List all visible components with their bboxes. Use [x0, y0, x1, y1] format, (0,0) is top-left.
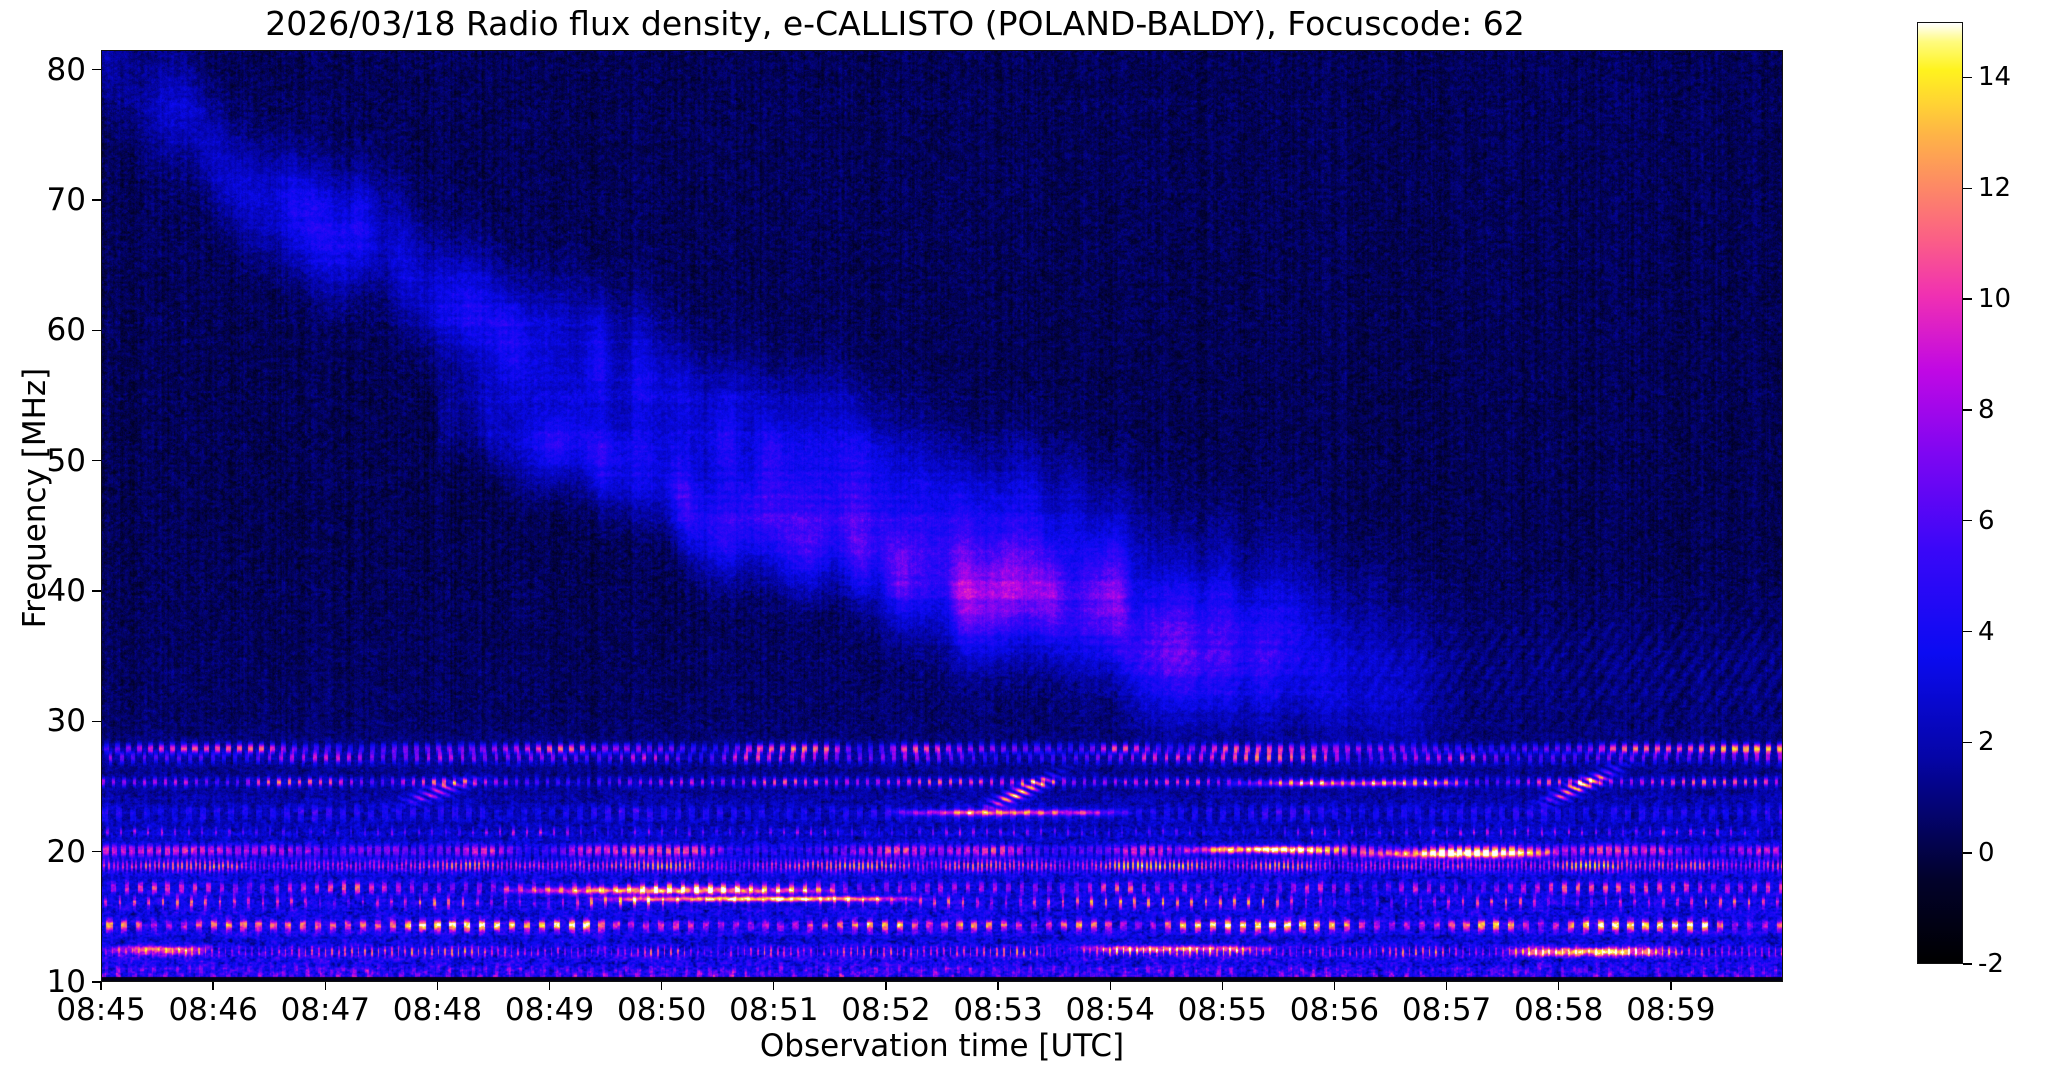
colorbar-tick-1	[1963, 187, 1972, 189]
y-tick-3	[92, 459, 101, 462]
colorbar-tick-0	[1963, 76, 1972, 79]
x-tick-label-1: 08:46	[168, 992, 258, 1028]
x-tick-5	[660, 982, 663, 990]
colorbar-tick-label-7: 0	[1978, 838, 1995, 869]
y-tick-5	[92, 720, 101, 722]
x-tick-label-9: 08:54	[1065, 992, 1155, 1028]
colorbar-tick-2	[1963, 298, 1972, 300]
x-tick-3	[436, 982, 439, 990]
colorbar-tick-7	[1963, 852, 1972, 854]
x-tick-label-11: 08:56	[1289, 992, 1380, 1028]
colorbar-tick-label-2: 10	[1978, 284, 2012, 315]
x-tick-label-12: 08:57	[1401, 992, 1492, 1028]
x-tick-label-5: 08:50	[616, 992, 707, 1028]
x-tick-12	[1445, 982, 1448, 990]
x-tick-2	[324, 982, 326, 990]
x-tick-13	[1558, 982, 1560, 990]
y-axis-title: Frequency [MHz]	[17, 367, 53, 629]
colorbar-tick-5	[1963, 630, 1972, 633]
y-tick-0	[92, 68, 101, 71]
colorbar-tick-label-8: -2	[1978, 949, 2004, 979]
x-tick-9	[1109, 982, 1111, 990]
y-tick-label-7: 10	[46, 964, 86, 1000]
x-tick-10	[1221, 982, 1224, 990]
x-tick-label-0: 08:45	[56, 992, 146, 1028]
x-tick-label-8: 08:53	[953, 992, 1043, 1028]
y-tick-4	[92, 590, 101, 592]
x-tick-label-4: 08:49	[504, 992, 595, 1028]
y-tick-label-3: 50	[46, 442, 86, 479]
x-tick-label-7: 08:52	[841, 992, 931, 1028]
colorbar-tick-8	[1963, 963, 1972, 965]
x-axis-title: Observation time [UTC]	[759, 1028, 1125, 1064]
colorbar	[1917, 22, 1963, 964]
x-tick-label-3: 08:48	[392, 992, 483, 1028]
spectrogram-plot-area[interactable]	[101, 50, 1783, 982]
colorbar-tick-3	[1963, 409, 1972, 411]
y-tick-label-1: 70	[46, 181, 86, 218]
x-tick-label-6: 08:51	[729, 992, 819, 1028]
x-tick-0	[100, 982, 102, 990]
x-tick-6	[773, 982, 775, 990]
x-tick-label-13: 08:58	[1514, 992, 1604, 1028]
x-tick-label-2: 08:47	[280, 992, 370, 1028]
y-tick-7	[92, 981, 101, 983]
x-tick-8	[997, 982, 999, 990]
x-tick-7	[885, 982, 887, 990]
spectrogram-image	[102, 51, 1782, 981]
colorbar-tick-label-1: 12	[1978, 173, 2012, 204]
x-tick-11	[1333, 982, 1336, 990]
y-tick-2	[92, 329, 101, 331]
y-tick-label-6: 20	[46, 833, 86, 870]
colorbar-tick-6	[1963, 741, 1972, 744]
page-title: 2026/03/18 Radio flux density, e-CALLIST…	[265, 4, 1525, 43]
colorbar-tick-label-3: 8	[1978, 394, 1995, 425]
y-tick-label-5: 30	[46, 703, 86, 740]
colorbar-tick-label-0: 14	[1978, 62, 2012, 93]
x-tick-14	[1670, 982, 1672, 990]
colorbar-tick-label-6: 2	[1978, 727, 1995, 758]
y-tick-1	[92, 199, 101, 201]
x-tick-label-10: 08:55	[1177, 992, 1267, 1028]
colorbar-tick-4	[1963, 520, 1972, 522]
y-tick-6	[92, 850, 101, 853]
y-tick-label-0: 80	[46, 51, 86, 88]
x-tick-label-14: 08:59	[1626, 992, 1716, 1028]
colorbar-tick-label-5: 4	[1978, 616, 1995, 647]
x-tick-1	[212, 982, 214, 990]
colorbar-tick-label-4: 6	[1978, 505, 1995, 536]
y-tick-label-4: 40	[46, 572, 86, 609]
y-tick-label-2: 60	[46, 312, 86, 349]
x-tick-4	[548, 982, 551, 990]
